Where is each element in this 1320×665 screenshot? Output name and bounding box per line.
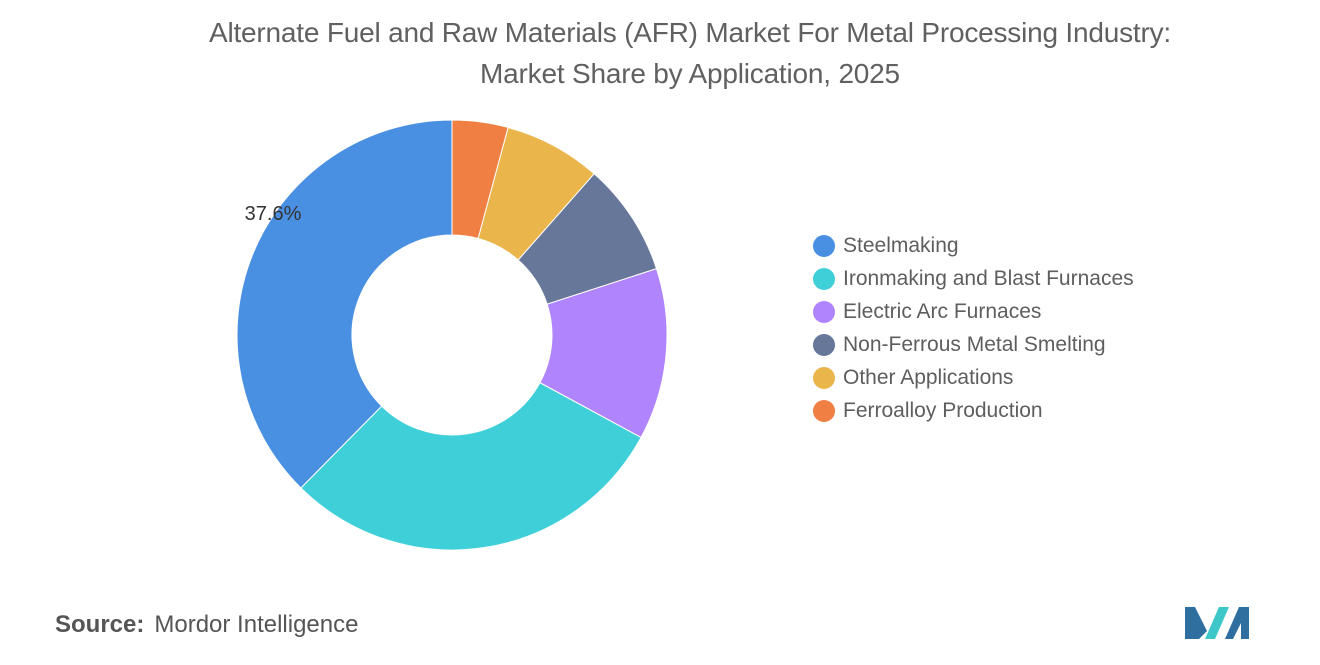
legend-item-steelmaking: Steelmaking: [813, 229, 1134, 262]
slice-steelmaking: [236, 119, 453, 489]
chart-title-line-1: Alternate Fuel and Raw Materials (AFR) M…: [208, 17, 1172, 48]
slice-ironmaking-and-blast-furnaces: [300, 381, 642, 551]
legend-swatch-ironmaking: [813, 267, 835, 290]
slice-ferroalloy-production: [451, 119, 509, 240]
legend-label-ferroalloy: Ferroalloy Production: [843, 398, 1043, 422]
legend-label-non-ferrous: Non-Ferrous Metal Smelting: [843, 332, 1106, 356]
legend-label-ironmaking: Ironmaking and Blast Furnaces: [843, 266, 1134, 290]
mordor-intelligence-logo: [1185, 607, 1249, 639]
legend-item-ironmaking: Ironmaking and Blast Furnaces: [813, 262, 1134, 295]
chart-legend: Steelmaking Ironmaking and Blast Furnace…: [813, 229, 1134, 427]
legend-swatch-steelmaking: [813, 234, 835, 257]
legend-label-steelmaking: Steelmaking: [843, 233, 959, 257]
source-note: Source: Mordor Intelligence: [55, 611, 358, 639]
legend-item-other-applications: Other Applications: [813, 361, 1134, 394]
slice-electric-arc-furnaces: [539, 267, 668, 439]
legend-swatch-non-ferrous: [813, 333, 835, 356]
legend-swatch-electric-arc: [813, 300, 835, 323]
data-label-steelmaking: 37.6%: [245, 203, 302, 225]
legend-swatch-ferroalloy: [813, 399, 835, 422]
legend-item-electric-arc: Electric Arc Furnaces: [813, 295, 1134, 328]
legend-swatch-other-applications: [813, 366, 835, 389]
legend-item-non-ferrous: Non-Ferrous Metal Smelting: [813, 328, 1134, 361]
source-value: Mordor Intelligence: [154, 611, 359, 638]
donut-chart: 37.6%: [236, 119, 668, 551]
legend-label-electric-arc: Electric Arc Furnaces: [843, 299, 1042, 323]
chart-title-line-2: Market Share by Application, 2025: [480, 58, 900, 89]
source-label: Source:: [55, 611, 145, 638]
chart-title: Alternate Fuel and Raw Materials (AFR) M…: [0, 12, 1320, 94]
legend-item-ferroalloy: Ferroalloy Production: [813, 394, 1134, 427]
legend-label-other-applications: Other Applications: [843, 365, 1014, 389]
